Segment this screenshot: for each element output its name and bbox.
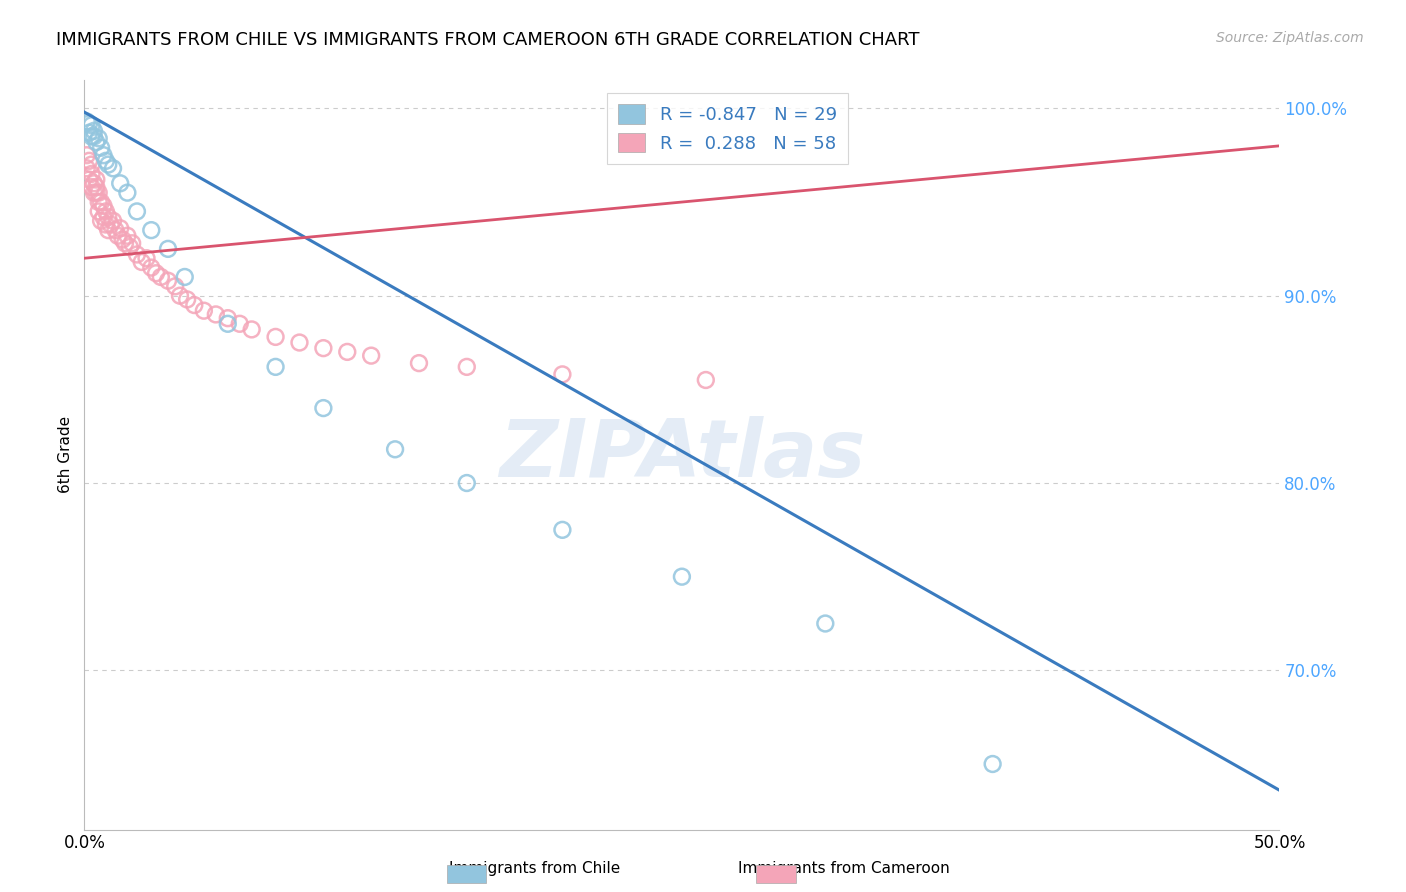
Point <box>76 148 98 162</box>
Point <box>90 141 112 155</box>
Point <box>217 311 239 326</box>
Point <box>157 274 180 288</box>
Point <box>76 114 98 128</box>
Point <box>408 356 430 370</box>
Point <box>77 172 100 186</box>
Point <box>157 242 180 256</box>
Point <box>77 126 100 140</box>
Text: IMMIGRANTS FROM CHILE VS IMMIGRANTS FROM CAMEROON 6TH GRADE CORRELATION CHART: IMMIGRANTS FROM CHILE VS IMMIGRANTS FROM… <box>56 31 920 49</box>
Legend: R = -0.847   N = 29, R =  0.288   N = 58: R = -0.847 N = 29, R = 0.288 N = 58 <box>607 93 848 163</box>
Point <box>107 228 129 243</box>
Point <box>90 194 112 209</box>
Point <box>149 269 172 284</box>
Point <box>83 186 105 200</box>
Point <box>87 204 110 219</box>
Point <box>80 118 103 132</box>
Point <box>165 279 187 293</box>
Text: ZIPAtlas: ZIPAtlas <box>499 416 865 494</box>
Point <box>141 223 163 237</box>
Point <box>135 251 157 265</box>
Point <box>86 180 108 194</box>
Point <box>145 266 167 280</box>
Point <box>814 616 837 631</box>
Point <box>94 153 117 168</box>
Point <box>114 236 136 251</box>
Point <box>205 307 228 321</box>
Point <box>456 359 478 374</box>
Point <box>240 322 263 336</box>
Point <box>101 161 124 176</box>
Point <box>110 221 132 235</box>
Point <box>80 167 103 181</box>
Point <box>169 288 191 302</box>
Point <box>229 317 252 331</box>
Point <box>86 186 108 200</box>
Point <box>141 260 163 275</box>
Point <box>551 368 574 382</box>
Point <box>80 157 103 171</box>
Point <box>87 186 110 200</box>
Point <box>360 349 382 363</box>
Point <box>77 153 100 168</box>
Point <box>118 240 141 254</box>
Point <box>183 298 205 312</box>
Point <box>264 359 287 374</box>
Point <box>111 232 134 246</box>
Point <box>312 401 335 415</box>
Point <box>117 186 139 200</box>
Point <box>671 569 693 583</box>
Point <box>131 255 153 269</box>
Point <box>173 269 195 284</box>
Point <box>117 228 139 243</box>
Point <box>110 176 132 190</box>
Point <box>97 210 120 224</box>
Point <box>86 172 108 186</box>
Text: Source: ZipAtlas.com: Source: ZipAtlas.com <box>1216 31 1364 45</box>
Point <box>83 124 105 138</box>
Point <box>193 303 215 318</box>
Point <box>97 223 120 237</box>
Point <box>176 293 198 307</box>
Point <box>77 116 100 130</box>
Point <box>101 213 124 227</box>
Point <box>551 523 574 537</box>
Point <box>695 373 717 387</box>
Point <box>456 475 478 490</box>
Point <box>93 148 115 162</box>
Point <box>97 157 120 171</box>
Text: Immigrants from Chile: Immigrants from Chile <box>449 861 620 876</box>
Point <box>336 344 359 359</box>
Point <box>87 131 110 145</box>
Point <box>87 194 110 209</box>
Point <box>94 218 117 232</box>
Point <box>80 129 103 144</box>
Text: Immigrants from Cameroon: Immigrants from Cameroon <box>738 861 949 876</box>
Point <box>217 317 239 331</box>
Point <box>83 176 105 190</box>
Point <box>121 236 143 251</box>
Point <box>76 161 98 176</box>
Point <box>93 199 115 213</box>
Point <box>90 213 112 227</box>
Point <box>86 135 108 149</box>
Point <box>104 223 127 237</box>
Point <box>981 756 1004 771</box>
Point <box>93 210 115 224</box>
Point <box>125 247 148 261</box>
Point <box>83 129 105 144</box>
Point <box>80 180 103 194</box>
Point <box>264 330 287 344</box>
Point <box>125 204 148 219</box>
Point <box>288 335 311 350</box>
Point <box>100 218 122 232</box>
Point <box>312 341 335 355</box>
Point <box>384 442 406 457</box>
Y-axis label: 6th Grade: 6th Grade <box>58 417 73 493</box>
Point <box>94 204 117 219</box>
